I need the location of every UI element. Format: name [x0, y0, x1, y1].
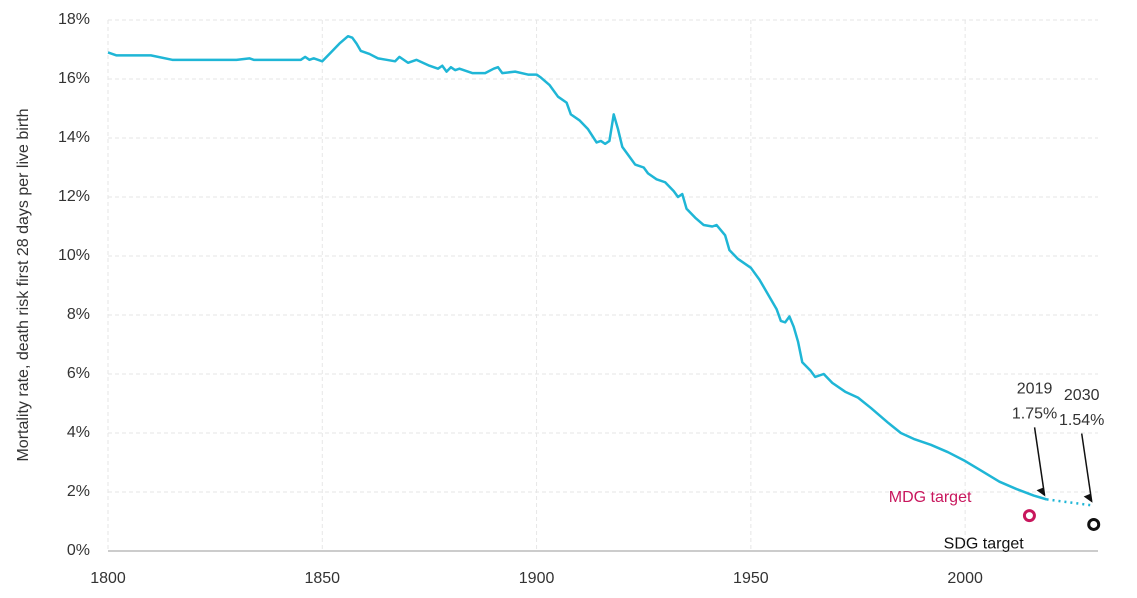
y-tick-label: 10%: [58, 247, 90, 264]
x-tick-label: 1950: [733, 570, 769, 587]
y-tick-label: 0%: [67, 542, 90, 559]
y-tick-label: 18%: [58, 11, 90, 28]
x-tick-label: 2000: [947, 570, 983, 587]
annotation-arrow: [1033, 427, 1046, 496]
x-tick-label: 1850: [304, 570, 340, 587]
x-tick-label: 1800: [90, 570, 126, 587]
target-label: SDG target: [944, 536, 1025, 553]
target-point: [1022, 509, 1036, 523]
y-tick-label: 6%: [67, 365, 90, 382]
arrow-head: [1083, 493, 1093, 503]
x-tick-label: 1900: [519, 570, 555, 587]
annotation-arrow: [1080, 433, 1093, 502]
annotation-text: 1.75%: [1012, 406, 1057, 423]
y-tick-label: 2%: [67, 483, 90, 500]
y-tick-label: 14%: [58, 129, 90, 146]
arrow-head: [1036, 487, 1046, 497]
y-axis-label: Mortality rate, death risk first 28 days…: [15, 108, 32, 461]
annotation-text: 1.54%: [1059, 412, 1104, 429]
y-tick-label: 4%: [67, 424, 90, 441]
annotation-text: 2030: [1064, 387, 1100, 404]
y-tick-label: 16%: [58, 70, 90, 87]
line-series: [107, 34, 1047, 501]
y-tick-label: 8%: [67, 306, 90, 323]
target-label: MDG target: [889, 489, 972, 506]
annotation-text: 2019: [1017, 381, 1053, 398]
target-point: [1087, 517, 1101, 531]
line-series: [1046, 498, 1094, 507]
y-tick-label: 12%: [58, 188, 90, 205]
